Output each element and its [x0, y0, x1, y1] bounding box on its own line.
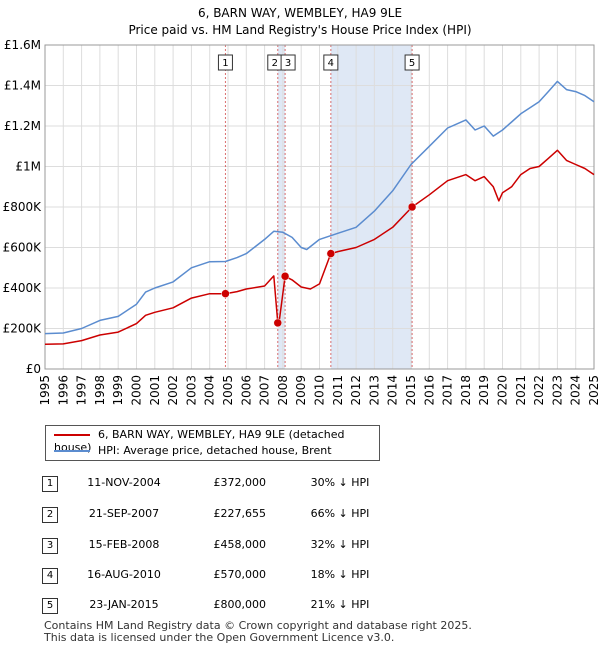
- x-tick-label: 2014: [386, 375, 400, 406]
- x-tick-label: 2023: [550, 375, 564, 406]
- sale-point: [221, 289, 230, 298]
- x-tick-label: 2011: [331, 375, 345, 406]
- sale-point: [407, 202, 417, 212]
- x-tick-label: 2005: [221, 375, 235, 406]
- sale-hpi-diff: 66% ↓ HPI: [310, 507, 370, 520]
- x-tick-label: 2006: [239, 375, 253, 406]
- sale-date: 23-JAN-2015: [89, 598, 159, 611]
- y-tick-label: £600K: [3, 241, 43, 255]
- sale-number-label: 2: [272, 58, 278, 69]
- sale-date: 15-FEB-2008: [88, 538, 160, 551]
- sale-hpi-diff: 18% ↓ HPI: [310, 568, 370, 581]
- sale-number-badge: 3: [42, 538, 58, 554]
- sale-date: 21-SEP-2007: [88, 507, 160, 520]
- x-tick-label: 2022: [532, 375, 546, 406]
- sale-price: £570,000: [213, 568, 267, 581]
- x-tick-label: 2013: [367, 375, 381, 406]
- footer-licence: This data is licensed under the Open Gov…: [44, 631, 395, 644]
- sale-row: 4 16-AUG-2010 £570,000 18% ↓ HPI: [0, 568, 600, 588]
- x-tick-label: 2012: [349, 375, 363, 406]
- chart-legend: 6, BARN WAY, WEMBLEY, HA9 9LE (detached …: [45, 425, 380, 461]
- x-tick-label: 1996: [56, 375, 70, 406]
- sale-number-label: 3: [285, 58, 291, 69]
- sale-point: [280, 272, 290, 281]
- sale-price: £227,655: [213, 507, 267, 520]
- sale-hpi-diff: 21% ↓ HPI: [310, 598, 370, 611]
- sale-number-badge: [323, 54, 339, 71]
- x-tick-label: 2000: [130, 375, 144, 406]
- sale-number-badge: [280, 54, 296, 71]
- x-tick-label: 2004: [203, 375, 217, 406]
- x-tick-label: 1997: [75, 375, 89, 406]
- sale-hpi-diff: 32% ↓ HPI: [310, 538, 370, 551]
- y-tick-label: £1.6M: [4, 38, 41, 52]
- y-tick-label: £400K: [3, 281, 43, 295]
- y-tick-label: £1.4M: [4, 79, 41, 93]
- sale-row: 2 21-SEP-2007 £227,655 66% ↓ HPI: [0, 507, 600, 527]
- x-tick-label: 2009: [294, 375, 308, 406]
- plot-frame: [44, 44, 595, 370]
- chart-title-line1: 6, BARN WAY, WEMBLEY, HA9 9LE: [197, 6, 403, 20]
- y-tick-label: £1.2M: [4, 119, 41, 133]
- sale-number-badge: 1: [42, 476, 58, 492]
- x-tick-label: 2010: [313, 375, 327, 406]
- legend-blue-label: HPI: Average price, detached house, Bren…: [98, 444, 332, 457]
- sale-price: £372,000: [213, 476, 267, 489]
- x-tick-label: 2021: [514, 375, 528, 406]
- chart-title-line2: Price paid vs. HM Land Registry's House …: [128, 23, 472, 37]
- y-tick-label: £0: [26, 362, 41, 376]
- y-tick-label: £200K: [3, 322, 43, 336]
- legend-red-line-icon: [54, 434, 90, 436]
- x-tick-label: 2019: [477, 375, 491, 406]
- price-chart: £0 £200K £400K £600K £800K £1M £1.2M £1.4M £1.6M…: [3, 38, 600, 406]
- sale-point: [326, 249, 336, 258]
- sale-number-badge: [404, 54, 420, 71]
- sale-row: 5 23-JAN-2015 £800,000 21% ↓ HPI: [0, 598, 600, 618]
- sale-price: £458,000: [213, 538, 267, 551]
- y-tick-label: £800K: [3, 200, 43, 214]
- sale-date: 11-NOV-2004: [87, 476, 161, 489]
- x-tick-label: 2001: [148, 375, 162, 406]
- x-tick-label: 2020: [496, 375, 510, 406]
- sale-point: [273, 318, 283, 328]
- x-tick-label: 2002: [166, 375, 180, 406]
- legend-blue-line-icon: [54, 450, 90, 452]
- legend-item-blue: HPI: Average price, detached house, Bren…: [54, 444, 332, 457]
- sale-number-label: 5: [409, 58, 415, 69]
- sale-number-label: 4: [328, 58, 334, 69]
- footer-license: Contains HM Land Registry data © Crown c…: [44, 620, 472, 644]
- x-tick-label: 1998: [93, 375, 107, 406]
- x-tick-label: 1999: [111, 375, 125, 406]
- x-tick-label: 2015: [404, 375, 418, 406]
- x-tick-label: 2008: [276, 375, 290, 406]
- sale-row: 1 11-NOV-2004 £372,000 30% ↓ HPI: [0, 476, 600, 496]
- sale-number-badge: 2: [42, 507, 58, 523]
- x-tick-label: 2025: [587, 375, 600, 406]
- y-tick-label: £1M: [15, 160, 41, 174]
- sale-number-label: 1: [222, 58, 228, 69]
- sale-hpi-diff: 30% ↓ HPI: [310, 476, 370, 489]
- x-tick-label: 2007: [258, 375, 272, 406]
- hpi-line: [44, 80, 595, 335]
- footer-copyright: Contains HM Land Registry data © Crown c…: [44, 619, 472, 632]
- x-tick-label: 2016: [422, 375, 436, 406]
- sale-date: 16-AUG-2010: [87, 568, 161, 581]
- x-tick-label: 1995: [38, 375, 52, 406]
- x-tick-label: 2024: [569, 375, 583, 406]
- sale-number-badge: [217, 54, 233, 71]
- x-tick-label: 2018: [459, 375, 473, 406]
- sale-number-badge: 4: [42, 568, 58, 584]
- x-tick-label: 2017: [441, 375, 455, 406]
- sale-row: 3 15-FEB-2008 £458,000 32% ↓ HPI: [0, 538, 600, 558]
- sale-number-badge: 5: [42, 598, 58, 614]
- x-tick-label: 2003: [184, 375, 198, 406]
- sale-price: £800,000: [213, 598, 267, 611]
